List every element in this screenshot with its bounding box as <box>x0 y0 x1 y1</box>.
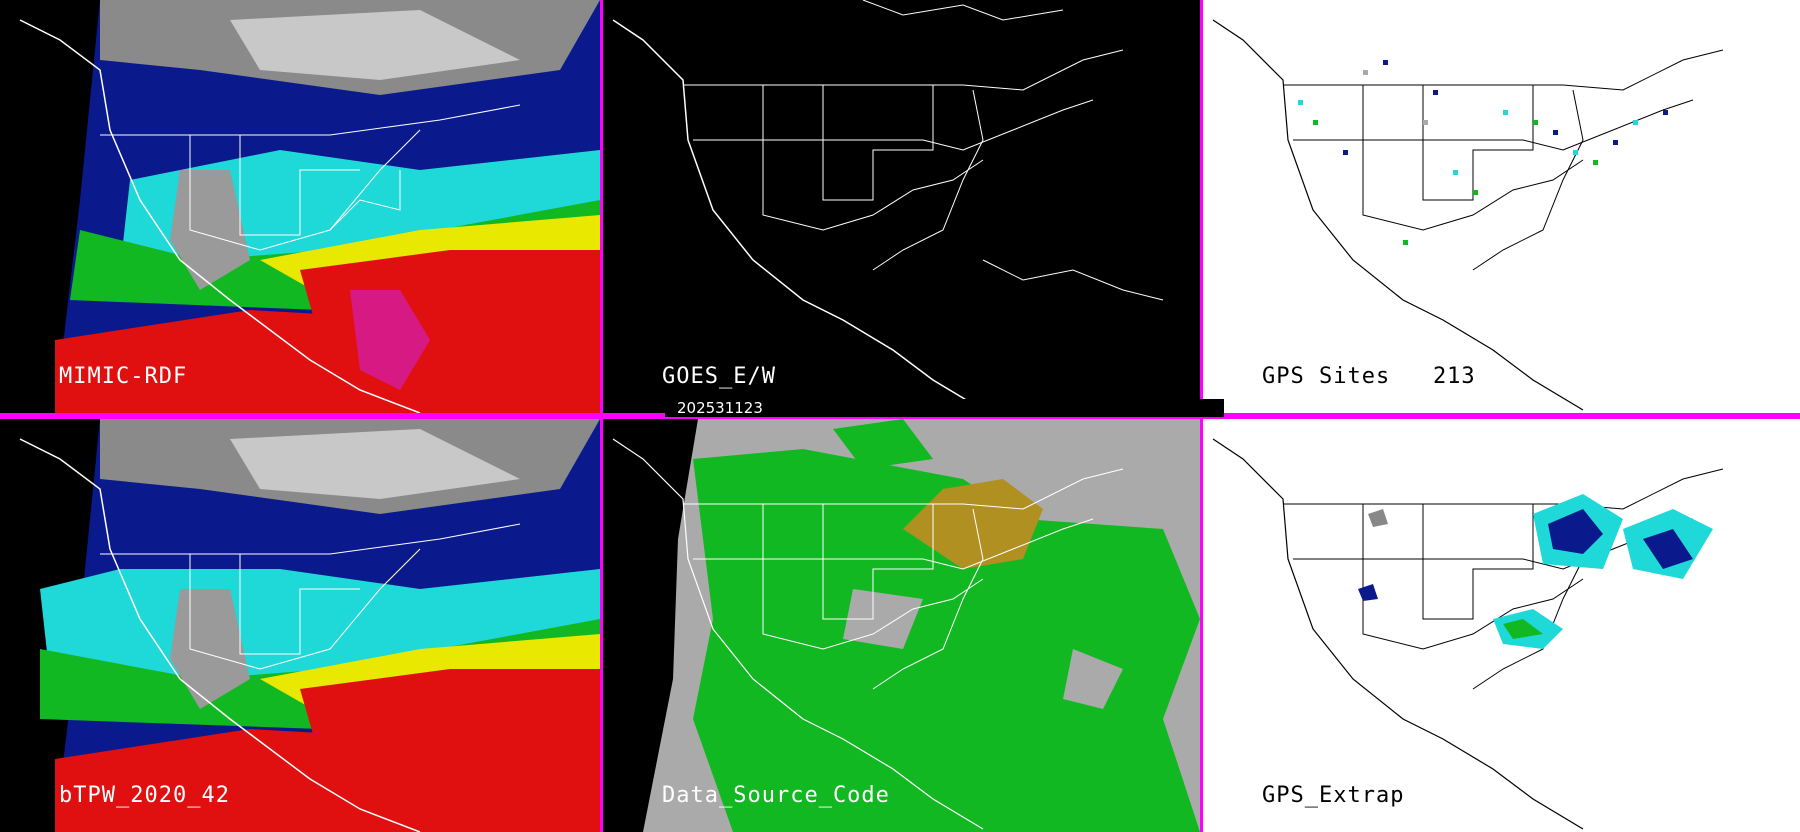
panel-label-goes-ew: GOES_E/W <box>662 364 776 389</box>
panel-data-source-code: Data_Source_Code <box>603 419 1200 832</box>
panel-label-gps-sites: GPS Sites 213 <box>1262 364 1476 389</box>
panel-label-gps-extrap: GPS_Extrap <box>1262 783 1405 808</box>
gps-site-markers <box>1298 60 1668 245</box>
panel-btpw: bTPW_2020_42 <box>0 419 600 832</box>
gps-sites-map <box>1203 0 1800 413</box>
panel-mimic-rdf: MIMIC-RDF <box>0 0 600 413</box>
panel-gps-extrap: GPS_Extrap <box>1203 419 1800 832</box>
panel-goes-ew: GOES_E/W <box>603 0 1200 413</box>
panel-label-data-source-code: Data_Source_Code <box>662 783 890 808</box>
basemap-outline <box>603 0 1200 413</box>
data-source-map <box>603 419 1200 832</box>
tpw-map <box>0 419 600 832</box>
divider-vertical-left <box>600 0 603 832</box>
panel-gps-sites: GPS Sites 213 <box>1203 0 1800 413</box>
timestamp-label: 202531123 <box>665 399 1224 417</box>
panel-label-mimic-rdf: MIMIC-RDF <box>59 364 188 389</box>
panel-label-btpw: bTPW_2020_42 <box>59 783 230 808</box>
gps-extrap-map <box>1203 419 1800 832</box>
tpw-map <box>0 0 600 413</box>
